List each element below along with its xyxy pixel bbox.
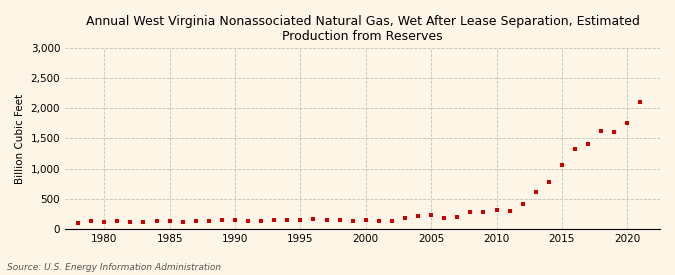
Point [609, 130, 620, 134]
Point [348, 218, 358, 223]
Point [400, 216, 410, 220]
Point [373, 218, 384, 223]
Text: Source: U.S. Energy Information Administration: Source: U.S. Energy Information Administ… [7, 263, 221, 272]
Point [178, 219, 188, 224]
Point [491, 208, 502, 213]
Point [452, 214, 463, 219]
Point [570, 147, 580, 151]
Point [112, 219, 123, 224]
Point [164, 219, 175, 223]
Point [426, 212, 437, 217]
Point [583, 142, 593, 147]
Point [517, 202, 528, 206]
Point [243, 218, 254, 223]
Point [99, 219, 109, 224]
Point [282, 218, 293, 222]
Point [321, 218, 332, 222]
Point [151, 219, 162, 223]
Point [190, 219, 201, 224]
Point [73, 221, 84, 225]
Point [308, 217, 319, 222]
Point [531, 190, 541, 194]
Point [478, 210, 489, 214]
Point [387, 219, 398, 223]
Point [412, 214, 423, 219]
Point [504, 209, 515, 213]
Title: Annual West Virginia Nonassociated Natural Gas, Wet After Lease Separation, Esti: Annual West Virginia Nonassociated Natur… [86, 15, 639, 43]
Point [125, 220, 136, 224]
Y-axis label: Billion Cubic Feet: Billion Cubic Feet [15, 94, 25, 183]
Point [203, 219, 214, 223]
Point [360, 218, 371, 222]
Point [217, 218, 227, 222]
Point [230, 218, 240, 222]
Point [295, 218, 306, 222]
Point [543, 180, 554, 185]
Point [439, 215, 450, 220]
Point [86, 219, 97, 223]
Point [635, 100, 646, 104]
Point [622, 120, 632, 125]
Point [596, 128, 607, 133]
Point [465, 210, 476, 214]
Point [556, 163, 567, 167]
Point [334, 218, 345, 222]
Point [269, 218, 279, 222]
Point [256, 219, 267, 223]
Point [138, 220, 149, 224]
